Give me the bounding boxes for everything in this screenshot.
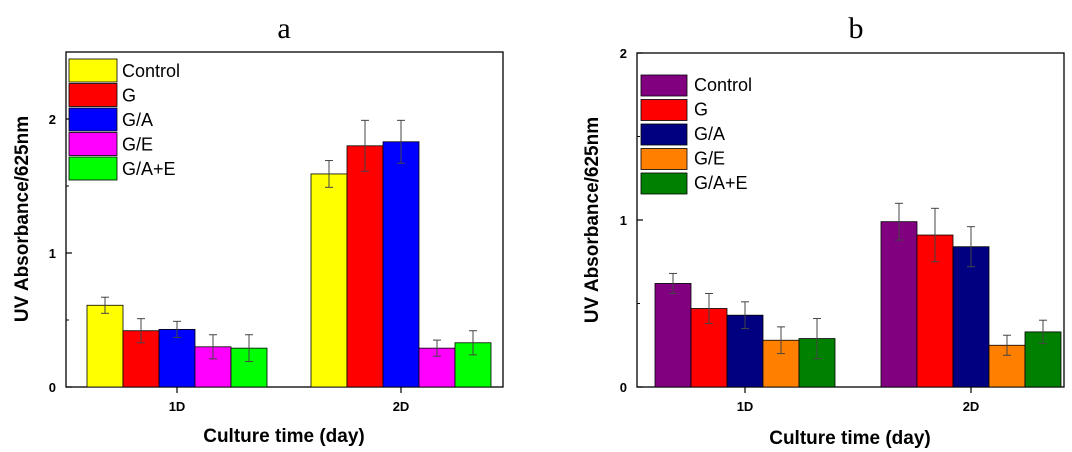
axis-ticks: 0 1 2 1D 2D xyxy=(49,112,410,414)
bar-control-2d xyxy=(310,173,348,388)
legend-label: G/A xyxy=(694,124,725,144)
y-tick-label: 1 xyxy=(620,213,627,228)
legend-label: G/A xyxy=(122,110,153,130)
y-tick-label: 1 xyxy=(49,246,56,261)
bar-g-a-2d xyxy=(382,141,420,388)
y-axis-label: UV Absorbance/625nm xyxy=(582,117,603,323)
legend-swatch xyxy=(640,123,688,146)
x-tick-label: 1D xyxy=(169,399,186,414)
legend-label: Control xyxy=(694,75,752,95)
bar-g-a-2d xyxy=(952,246,990,388)
legend-swatch xyxy=(68,156,118,181)
x-axis-label: Culture time (day) xyxy=(203,426,365,447)
legend-swatch xyxy=(640,74,688,97)
x-tick-label: 1D xyxy=(737,399,754,414)
legend-swatch xyxy=(640,99,688,121)
chart-title: a xyxy=(277,12,290,45)
x-tick-label: 2D xyxy=(393,399,410,414)
bar-control-2d xyxy=(880,221,918,388)
legend-swatch xyxy=(68,83,118,107)
legend-label: G/E xyxy=(694,149,725,169)
bar-group xyxy=(86,119,492,388)
bar-group xyxy=(654,202,1062,388)
legend-label: Control xyxy=(122,61,180,81)
chart-panel-b: b UV Absorbance/625nm Culture time (day)… xyxy=(582,12,1065,449)
y-axis-label: UV Absorbance/625nm xyxy=(12,116,33,322)
legend-swatch xyxy=(640,172,688,195)
plot-frame xyxy=(65,51,504,388)
chart-panel-a: a UV Absorbance/625nm Culture time (day)… xyxy=(12,12,504,447)
x-axis-label: Culture time (day) xyxy=(769,428,931,449)
legend-label: G/A+E xyxy=(122,159,176,179)
legend: Control G G/A G/E G/A+E xyxy=(640,74,752,195)
legend-label: G/A+E xyxy=(694,173,748,193)
y-tick-label: 2 xyxy=(49,112,56,127)
bar-control-1d xyxy=(654,283,692,388)
legend-swatch xyxy=(640,148,688,170)
bar-g-e-1d xyxy=(194,346,232,388)
legend-swatch xyxy=(68,132,118,156)
y-tick-label: 2 xyxy=(620,46,627,61)
x-tick-label: 2D xyxy=(963,399,980,414)
y-tick-label: 0 xyxy=(49,380,56,395)
bar-g-2d xyxy=(346,145,384,388)
axis-ticks: 0 1 2 1D 2D xyxy=(620,46,980,414)
legend-label: G xyxy=(122,86,136,106)
legend-swatch xyxy=(68,58,118,83)
bar-g-a-1d xyxy=(158,328,196,388)
legend-label: G xyxy=(694,100,708,120)
chart-title: b xyxy=(849,12,864,45)
legend: Control G G/A G/E G/A+E xyxy=(68,58,180,181)
legend-swatch xyxy=(68,107,118,132)
bar-control-1d xyxy=(86,304,124,388)
legend-label: G/E xyxy=(122,135,153,155)
y-tick-label: 0 xyxy=(620,380,627,395)
